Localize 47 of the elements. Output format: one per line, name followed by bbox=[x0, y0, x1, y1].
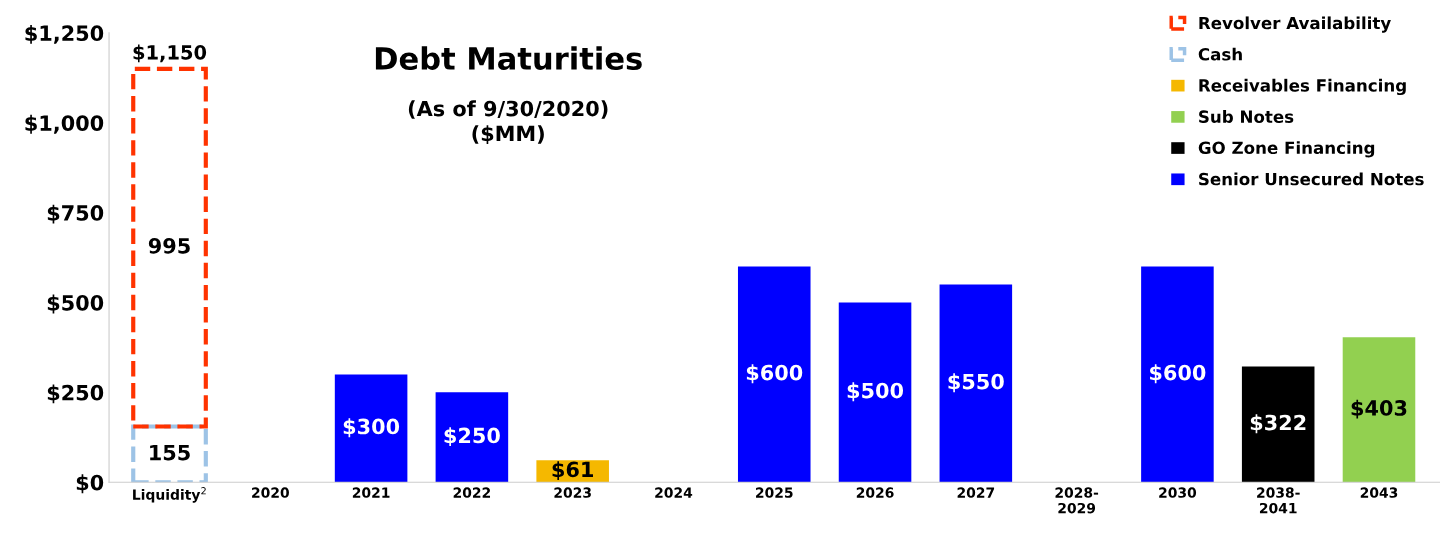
data-label: $322 bbox=[1250, 414, 1306, 434]
x-tick-label: 2021 bbox=[352, 487, 390, 498]
chart-title: Debt Maturities bbox=[375, 46, 642, 71]
legend-label: Receivables Financing bbox=[1199, 78, 1406, 96]
x-tick-label: 2030 bbox=[1159, 487, 1197, 498]
bar bbox=[737, 266, 811, 483]
data-label: $600 bbox=[746, 364, 803, 384]
x-tick-label: 2025 bbox=[756, 487, 793, 498]
legend-label: GO Zone Financing bbox=[1198, 141, 1375, 158]
bar bbox=[939, 284, 1013, 483]
bar bbox=[334, 374, 408, 483]
bar bbox=[1342, 337, 1416, 483]
x-tick-label: 2027 bbox=[957, 487, 995, 498]
legend-label: Senior Unsecured Notes bbox=[1199, 172, 1424, 186]
data-label: $250 bbox=[444, 427, 500, 447]
data-label: $500 bbox=[847, 382, 904, 402]
legend-label: Sub Notes bbox=[1199, 110, 1294, 123]
y-tick-label: $0 bbox=[76, 474, 104, 494]
data-label: $600 bbox=[1150, 364, 1206, 384]
y-tick-label: $500 bbox=[47, 294, 104, 314]
bar bbox=[1141, 266, 1214, 483]
data-label: $550 bbox=[948, 373, 1004, 393]
data-label: $300 bbox=[343, 418, 400, 438]
bar bbox=[435, 392, 509, 483]
total-label: $1,150 bbox=[133, 44, 207, 63]
legend-label: Cash bbox=[1198, 47, 1242, 61]
bar bbox=[838, 302, 912, 483]
x-tick-label: Liquidity$^{2}$ bbox=[133, 487, 206, 503]
data-label: 995 bbox=[148, 237, 190, 254]
x-tick-label: 2022 bbox=[453, 487, 491, 498]
data-label: $403 bbox=[1351, 399, 1407, 419]
x-tick-label: 2043 bbox=[1360, 487, 1398, 498]
legend-label: Revolver Availability bbox=[1199, 16, 1391, 33]
x-tick-label: 2020 bbox=[252, 487, 289, 498]
x-tick-label: 2038- 2041 bbox=[1257, 487, 1300, 514]
y-tick-label: $750 bbox=[47, 204, 104, 224]
text: (As of 9/30/2020) ($MM) bbox=[408, 100, 608, 145]
y-tick-label: $250 bbox=[47, 384, 104, 404]
bar bbox=[1241, 366, 1315, 483]
y-tick-label: $1,250 bbox=[25, 24, 104, 44]
x-tick-label: 2028- 2029 bbox=[1055, 487, 1099, 514]
x-tick-label: 2023 bbox=[554, 487, 591, 498]
data-label: 155 bbox=[150, 444, 190, 461]
x-tick-label: 2024 bbox=[655, 487, 693, 498]
y-tick-label: $1,000 bbox=[25, 114, 104, 134]
data-label: $61 bbox=[552, 461, 593, 481]
x-tick-label: 2026 bbox=[856, 487, 894, 498]
